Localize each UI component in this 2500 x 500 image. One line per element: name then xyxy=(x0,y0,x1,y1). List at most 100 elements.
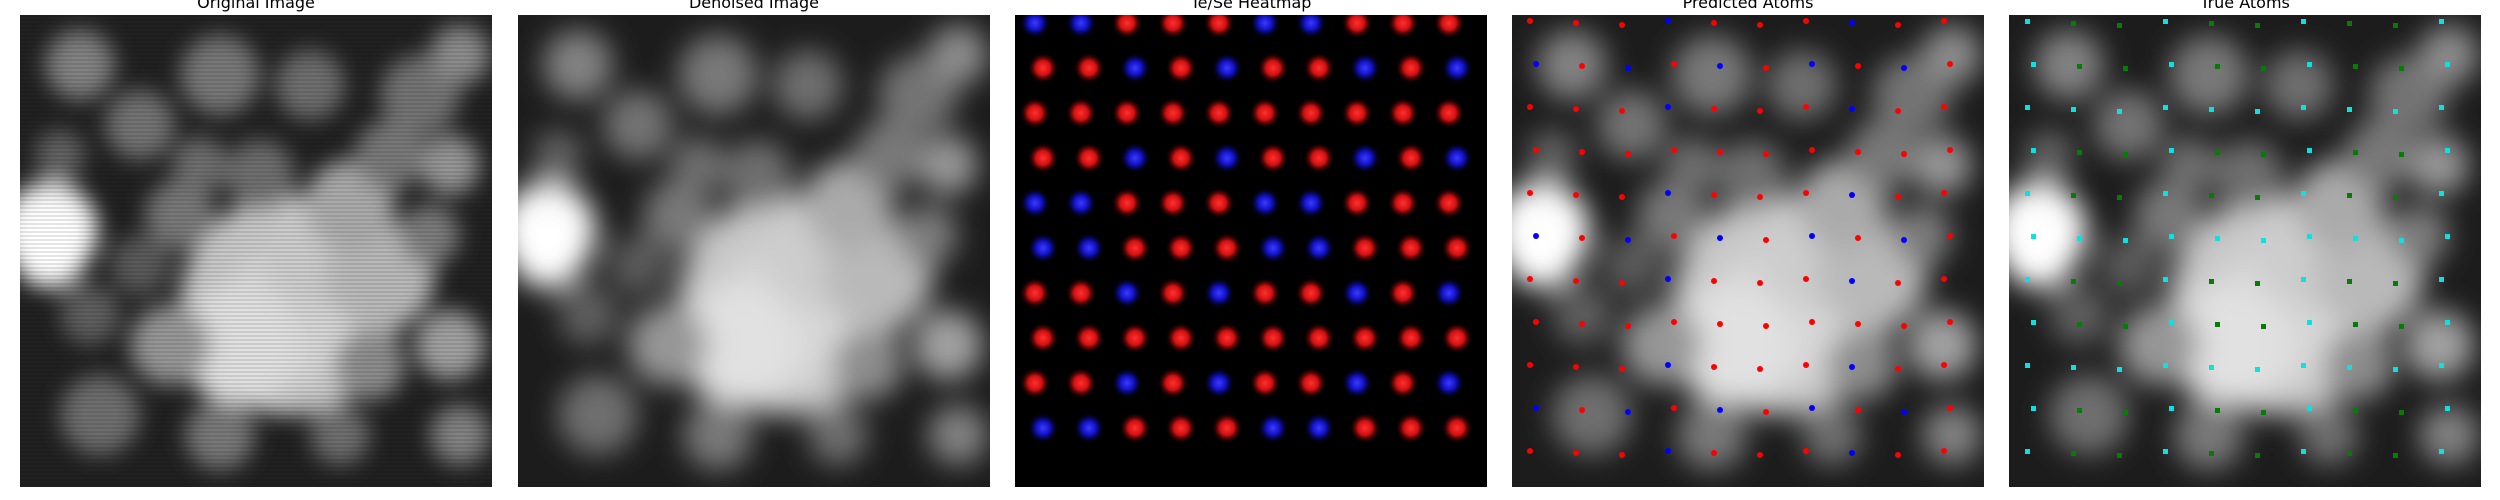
intensity-blob xyxy=(2024,130,2074,180)
te-heat-spot xyxy=(1157,97,1189,129)
true-se-atom xyxy=(2117,109,2122,114)
te-heat-spot xyxy=(1165,322,1197,354)
true-se-atom xyxy=(2169,406,2174,411)
te-heat-spot xyxy=(1157,367,1189,399)
te-heat-spot xyxy=(1165,142,1197,174)
true-te-atom xyxy=(2261,152,2266,157)
te-heat-spot xyxy=(1065,97,1097,129)
predicted-te-atom xyxy=(1579,321,1585,327)
predicted-te-atom xyxy=(1803,190,1809,196)
te-heat-spot xyxy=(1111,187,1143,219)
predicted-te-atom xyxy=(1619,452,1625,458)
true-te-atom xyxy=(2123,66,2128,71)
te-heat-spot xyxy=(1387,97,1419,129)
se-heat-spot xyxy=(1073,412,1105,444)
se-heat-spot xyxy=(1111,277,1143,309)
intensity-blob xyxy=(1827,330,1897,400)
true-te-atom xyxy=(2117,23,2122,28)
te-heat-spot xyxy=(1165,232,1197,264)
intensity-blob xyxy=(2324,330,2394,400)
true-se-atom xyxy=(2169,234,2174,239)
predicted-te-atom xyxy=(1941,18,1947,24)
te-heat-spot xyxy=(1387,367,1419,399)
te-heat-spot xyxy=(1019,367,1051,399)
intensity-blob xyxy=(2034,30,2104,100)
true-se-atom xyxy=(2347,365,2352,370)
te-heat-spot xyxy=(1119,232,1151,264)
te-heat-spot xyxy=(1211,322,1243,354)
true-se-atom xyxy=(2445,62,2450,67)
true-te-atom xyxy=(2077,408,2082,413)
true-se-atom xyxy=(2163,191,2168,196)
te-heat-spot xyxy=(1257,142,1289,174)
true-se-atom xyxy=(2439,105,2444,110)
se-heat-spot xyxy=(1027,232,1059,264)
true-se-atom xyxy=(2077,236,2082,241)
predicted-se-atom xyxy=(1665,18,1671,24)
predicted-te-atom xyxy=(1579,149,1585,155)
predicted-te-atom xyxy=(1941,276,1947,282)
predicted-se-atom xyxy=(1849,278,1855,284)
se-heat-spot xyxy=(1211,142,1243,174)
true-te-atom xyxy=(2393,453,2398,458)
te-heat-spot xyxy=(1157,187,1189,219)
te-heat-spot xyxy=(1441,322,1473,354)
predicted-te-atom xyxy=(1809,147,1815,153)
te-heat-spot xyxy=(1249,97,1281,129)
te-heat-spot xyxy=(1249,367,1281,399)
predicted-te-atom xyxy=(1671,319,1677,325)
true-se-atom xyxy=(2255,367,2260,372)
predicted-se-atom xyxy=(1665,190,1671,196)
se-heat-spot xyxy=(1249,15,1281,39)
intensity-blob xyxy=(1767,50,1837,120)
predicted-se-atom xyxy=(1901,409,1907,415)
panel-denoised-image: Denoised Image xyxy=(518,0,990,500)
true-te-atom xyxy=(2215,322,2220,327)
true-te-atom xyxy=(2353,322,2358,327)
true-te-atom xyxy=(2209,279,2214,284)
predicted-te-atom xyxy=(1717,321,1723,327)
true-se-atom xyxy=(2123,238,2128,243)
true-te-atom xyxy=(2399,410,2404,415)
true-te-atom xyxy=(2399,324,2404,329)
predicted-se-atom xyxy=(1625,237,1631,243)
predicted-te-atom xyxy=(1941,448,1947,454)
intensity-blob xyxy=(2404,310,2474,380)
intensity-blob xyxy=(2174,400,2244,470)
te-heat-spot xyxy=(1387,15,1419,39)
predicted-te-atom xyxy=(1711,20,1717,26)
true-se-atom xyxy=(2301,449,2306,454)
true-se-atom xyxy=(2399,238,2404,243)
true-se-atom xyxy=(2209,365,2214,370)
intensity-blob xyxy=(1597,90,1667,160)
true-se-atom xyxy=(2025,19,2030,24)
predicted-te-atom xyxy=(1671,147,1677,153)
predicted-te-atom xyxy=(1803,276,1809,282)
intensity-blob xyxy=(2169,285,2289,405)
predicted-se-atom xyxy=(1849,192,1855,198)
te-heat-spot xyxy=(1257,322,1289,354)
te-heat-spot xyxy=(1349,232,1381,264)
true-se-atom xyxy=(2025,363,2030,368)
se-heat-spot xyxy=(1027,412,1059,444)
intensity-blob xyxy=(1664,137,1720,193)
predicted-te-atom xyxy=(1619,366,1625,372)
se-heat-spot xyxy=(1433,367,1465,399)
predicted-atoms-image xyxy=(1512,15,1984,487)
intensity-blob xyxy=(2009,212,2077,288)
true-te-atom xyxy=(2393,195,2398,200)
se-heat-spot xyxy=(1349,52,1381,84)
predicted-te-atom xyxy=(1803,104,1809,110)
te-heat-spot xyxy=(1303,142,1335,174)
predicted-te-atom xyxy=(1671,61,1677,67)
intensity-blob xyxy=(1622,305,1702,385)
true-se-atom xyxy=(2301,191,2306,196)
true-te-atom xyxy=(2261,324,2266,329)
intensity-blob xyxy=(1677,400,1747,470)
true-se-atom xyxy=(2031,234,2036,239)
predicted-te-atom xyxy=(1947,405,1953,411)
predicted-se-atom xyxy=(1625,409,1631,415)
intensity-blob xyxy=(918,135,978,195)
predicted-te-atom xyxy=(1855,321,1861,327)
te-heat-spot xyxy=(1395,412,1427,444)
